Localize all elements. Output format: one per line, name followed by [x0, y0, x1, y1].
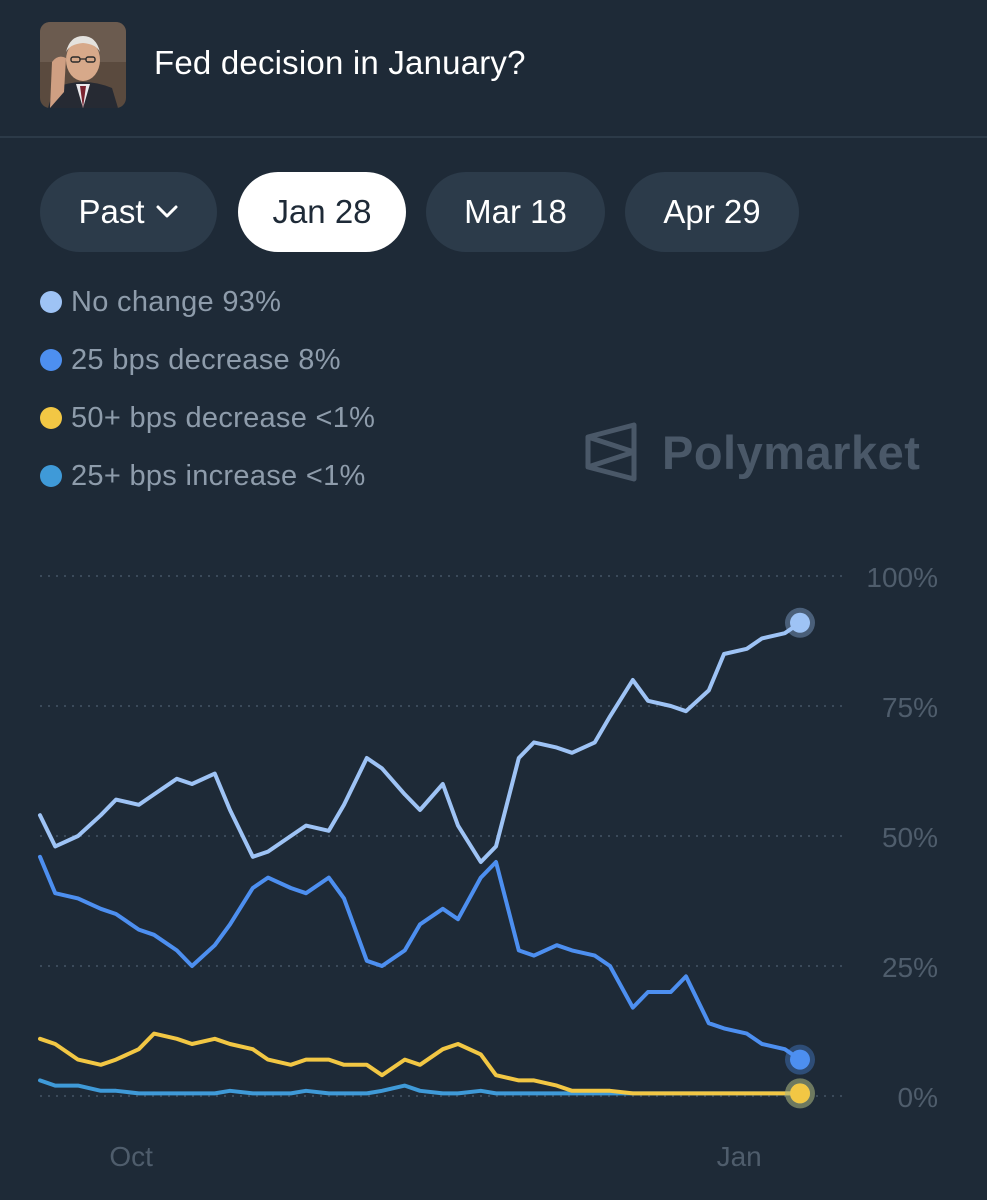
polymarket-watermark: Polymarket: [584, 420, 920, 484]
endpoint-marker-25-bps-decrease: [790, 1049, 810, 1070]
y-tick-label: 75%: [882, 692, 938, 723]
tab-past[interactable]: Past: [40, 172, 217, 252]
tab-mar-18-label: Mar 18: [464, 193, 567, 230]
legend-dot-25-bps-decrease: [40, 349, 62, 371]
tab-apr-29[interactable]: Apr 29: [625, 172, 799, 252]
endpoint-marker-no-change: [790, 612, 810, 633]
legend-item-25-bps-increase: 25+ bps increase <1%: [40, 456, 366, 496]
header: Fed decision in January?: [0, 0, 987, 138]
legend-item-no-change: No change 93%: [40, 282, 281, 322]
legend-label-25-bps-decrease: 25 bps decrease 8%: [71, 343, 341, 376]
chevron-down-icon: [155, 204, 179, 220]
avatar: [40, 22, 126, 108]
legend-item-50-bps-decrease: 50+ bps decrease <1%: [40, 398, 375, 438]
portrait-image: [40, 22, 126, 108]
legend-label-25-bps-increase: 25+ bps increase <1%: [71, 459, 366, 492]
y-tick-label: 0%: [898, 1082, 938, 1113]
tab-jan-28[interactable]: Jan 28: [238, 172, 406, 252]
tab-apr-29-label: Apr 29: [663, 193, 761, 230]
legend-dot-50-bps-decrease: [40, 407, 62, 429]
tab-past-label: Past: [78, 193, 145, 230]
x-tick-label: Jan: [717, 1141, 762, 1172]
tab-mar-18[interactable]: Mar 18: [426, 172, 605, 252]
endpoint-marker-50-bps-decrease: [790, 1083, 810, 1104]
polymarket-logo-icon: [585, 422, 637, 482]
x-tick-label: Oct: [109, 1141, 153, 1172]
series-line-25-bps-decrease: [38, 854, 802, 1062]
series-line-50-bps-decrease: [38, 1031, 802, 1096]
series-line-no-change: [38, 620, 802, 864]
legend-dot-no-change: [40, 291, 62, 313]
probability-chart: 100% 75% 50% 25% 0% Oct Jan: [38, 562, 938, 1172]
legend-label-no-change: No change 93%: [71, 285, 282, 318]
legend-dot-25-bps-increase: [40, 465, 62, 487]
tab-jan-28-label: Jan 28: [272, 193, 372, 230]
y-tick-label: 100%: [866, 562, 938, 593]
y-tick-label: 50%: [882, 822, 938, 853]
legend-item-25-bps-decrease: 25 bps decrease 8%: [40, 340, 341, 380]
page-title: Fed decision in January?: [154, 44, 526, 81]
watermark-text: Polymarket: [662, 425, 921, 479]
y-tick-label: 25%: [882, 952, 938, 983]
legend-label-50-bps-decrease: 50+ bps decrease <1%: [71, 401, 376, 434]
